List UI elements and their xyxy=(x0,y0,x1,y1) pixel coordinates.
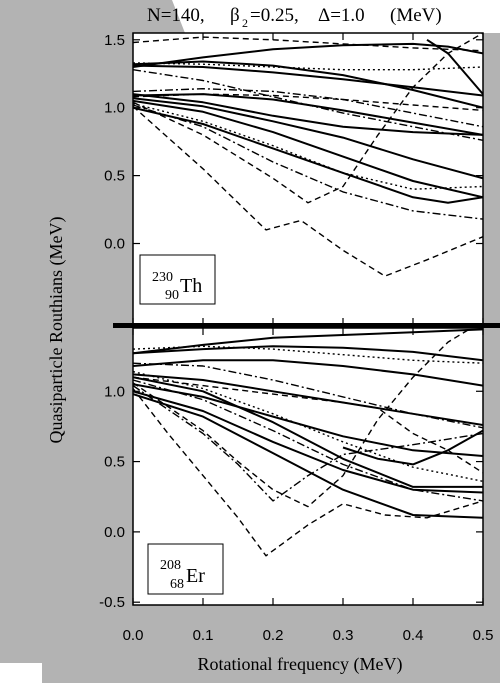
bottom-y-tick-label: 0.0 xyxy=(104,524,125,541)
bottom-routhian-curve-1 xyxy=(133,359,483,387)
bottom-y-tick-label: 0.5 xyxy=(104,454,125,471)
top-y-tick-label: 0.5 xyxy=(104,168,125,185)
bottom-nucleus-mass: 208 xyxy=(160,558,181,573)
top-routhian-curve-11 xyxy=(133,36,483,52)
bottom-routhian-curve-11 xyxy=(133,376,483,474)
bottom-routhian-curve-6 xyxy=(133,393,483,519)
top-y-tick-label: 1.0 xyxy=(104,100,125,117)
bottom-nucleus-z: 68 xyxy=(170,577,184,592)
top-nucleus-symbol: Th xyxy=(180,275,202,297)
top-routhian-curve-0 xyxy=(133,42,483,68)
header-beta-symbol: β xyxy=(230,5,240,26)
header-beta-value: =0.25, xyxy=(250,5,299,26)
bottom-y-tick-label: 1.0 xyxy=(104,383,125,400)
bottom-routhian-curve-9 xyxy=(133,388,483,557)
header-white-patch xyxy=(172,0,500,33)
bottom-panel-ticks xyxy=(132,328,484,605)
top-routhian-curve-14 xyxy=(133,87,483,128)
top-routhian-curve-12 xyxy=(133,93,483,112)
top-nucleus-z: 90 xyxy=(165,288,179,303)
x-tick-label: 0.2 xyxy=(263,627,284,644)
x-axis-label: Rotational frequency (MeV) xyxy=(198,654,403,675)
top-panel-curves xyxy=(133,33,483,277)
bottom-routhian-curve-4 xyxy=(133,390,483,494)
corner-white-patch xyxy=(0,663,42,683)
top-y-tick-label: 1.5 xyxy=(104,32,125,49)
top-routhian-curve-16 xyxy=(133,102,483,190)
top-routhian-curve-1 xyxy=(133,64,483,97)
top-routhian-curve-3 xyxy=(133,97,483,180)
header-unit: (MeV) xyxy=(390,5,442,26)
bottom-routhian-curve-14 xyxy=(133,385,483,502)
bottom-routhian-curve-12 xyxy=(133,379,483,502)
top-nucleus-box xyxy=(139,254,216,305)
top-panel-y-tick-labels: 0.0 0.5 1.0 1.5 xyxy=(104,32,125,253)
x-tick-label: 0.3 xyxy=(333,627,354,644)
bottom-panel-curves xyxy=(133,328,483,557)
header-n: N=140, xyxy=(147,5,205,26)
bottom-nucleus-box xyxy=(147,543,224,595)
y-axis-label: Quasiparticle Routhians (MeV) xyxy=(46,217,67,444)
top-y-tick-label: 0.0 xyxy=(104,236,125,253)
bottom-y-tick-label: -0.5 xyxy=(99,594,125,611)
header-beta-subscript: 2 xyxy=(242,16,248,30)
x-tick-label: 0.4 xyxy=(403,627,424,644)
top-routhian-curve-15 xyxy=(133,69,483,141)
x-tick-label: 0.1 xyxy=(193,627,214,644)
top-routhian-curve-17 xyxy=(133,62,483,71)
bottom-panel-y-tick-labels: -0.5 0.0 0.5 1.0 xyxy=(99,383,125,611)
top-routhian-curve-9 xyxy=(133,105,483,277)
x-tick-label: 0.0 xyxy=(123,627,144,644)
top-routhian-curve-6 xyxy=(133,93,483,136)
panel-separator xyxy=(113,323,500,328)
top-routhian-curve-10 xyxy=(133,33,483,204)
top-nucleus-mass: 230 xyxy=(152,270,173,285)
header-delta: Δ=1.0 xyxy=(318,5,365,26)
bottom-routhian-curve-8 xyxy=(342,429,483,466)
bottom-routhian-curve-0 xyxy=(133,345,483,362)
x-tick-label: 0.5 xyxy=(473,627,494,644)
top-routhian-curve-4 xyxy=(133,99,483,199)
bottom-nucleus-symbol: Er xyxy=(186,565,205,587)
bottom-routhian-curve-15 xyxy=(133,345,483,364)
bottom-routhian-curve-7 xyxy=(133,328,483,355)
bottom-routhian-curve-3 xyxy=(133,383,483,457)
x-tick-labels: 0.0 0.1 0.2 0.3 0.4 0.5 xyxy=(123,627,494,644)
top-routhian-curve-7 xyxy=(133,60,483,109)
bottom-routhian-curve-5 xyxy=(133,376,483,488)
bottom-routhian-curve-2 xyxy=(133,373,483,426)
bottom-routhian-curve-13 xyxy=(133,362,483,429)
bottom-routhian-curve-16 xyxy=(133,370,483,482)
